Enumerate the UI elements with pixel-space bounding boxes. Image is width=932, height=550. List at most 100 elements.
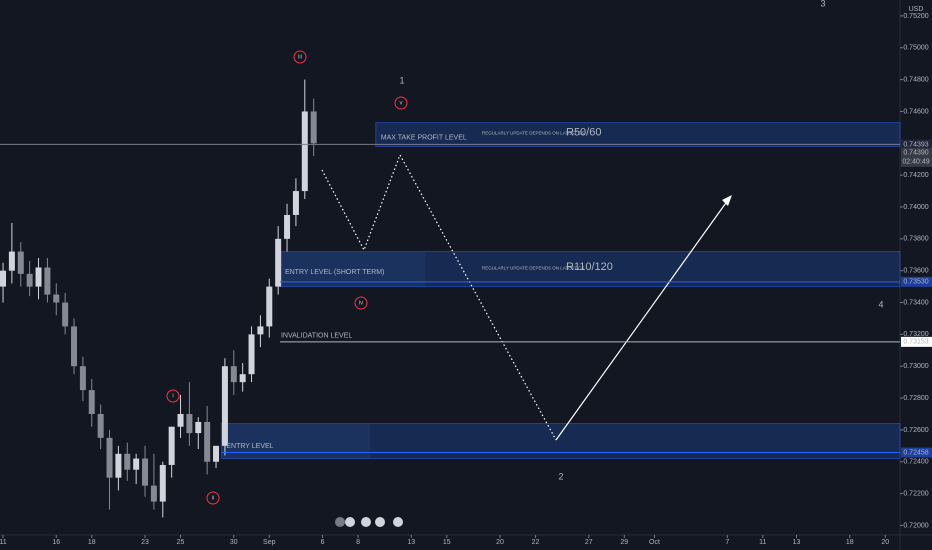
x-tick-label: 7 [725, 539, 729, 546]
wave-label: 3 [820, 0, 825, 8]
x-tick-label: 11 [759, 539, 766, 546]
event-icon [393, 517, 403, 527]
candle-body [106, 437, 113, 478]
currency: USD [909, 6, 924, 13]
y-tick-label: 0.72800 [903, 395, 928, 402]
candle-body [8, 251, 15, 271]
x-tick-label: 6 [321, 539, 325, 546]
candle-body [257, 326, 264, 335]
plot [0, 79, 317, 518]
candle-body [79, 366, 86, 391]
candle-body [124, 453, 131, 470]
countdown: 02:40:49 [902, 159, 929, 166]
candle-body [221, 366, 228, 446]
candle-body [142, 458, 149, 486]
x-tick-label: 20 [496, 539, 504, 546]
candle-body [133, 458, 140, 470]
candle-body [88, 390, 95, 414]
x-tick-label: 22 [532, 539, 540, 546]
y-tick-label: 0.73400 [903, 299, 928, 306]
level-label: 0.73530 [903, 279, 928, 286]
y-tick-label: 0.72200 [903, 490, 928, 497]
wave-label: v [400, 101, 403, 107]
event-icon [345, 517, 355, 527]
candle-body [168, 426, 175, 465]
y-tick-label: 0.72600 [903, 427, 928, 434]
wave-circle [206, 491, 220, 505]
x-tick-label: 13 [407, 539, 415, 546]
candle-body [150, 485, 157, 502]
candle-body [230, 366, 237, 383]
wave-label: 1 [399, 75, 404, 85]
event-icon [361, 517, 371, 527]
candle-body [35, 267, 42, 287]
wave-circle [394, 96, 408, 110]
arrow-head [722, 195, 732, 206]
y-tick-label: 0.74800 [903, 76, 928, 83]
candle-body [53, 294, 60, 303]
candle-body [239, 374, 246, 383]
x-tick-label: 29 [620, 539, 628, 546]
candle-body [186, 413, 193, 434]
countdown-box [901, 156, 932, 167]
candle-body [213, 445, 220, 462]
candle-body [0, 270, 7, 287]
candle-body [284, 214, 291, 239]
zone-label: ENTRY LEVEL (SHORT TERM) [285, 269, 384, 276]
wave-label: ii [212, 496, 215, 502]
x-tick-label: 18 [88, 539, 96, 546]
invalidation-text: INVALIDATION LEVEL [281, 333, 352, 340]
y-tick-label: 0.73200 [903, 331, 928, 338]
candle-body [266, 286, 273, 327]
y-tick-label: 0.75200 [903, 13, 928, 20]
candle-body [301, 111, 308, 192]
candle-body [97, 413, 104, 438]
level-label-box [901, 447, 932, 458]
zone-code: R110/120 [566, 261, 613, 273]
x-tick-label: 13 [793, 539, 801, 546]
x-tick-label: 16 [52, 539, 60, 546]
x-tick-label: 30 [230, 539, 238, 546]
zone-label: ENTRY LEVEL [226, 443, 273, 450]
x-tick-label: 20 [881, 539, 889, 546]
zone-code: R50/60 [566, 126, 601, 138]
event-icons [335, 517, 403, 527]
candle-body [159, 464, 166, 502]
invalidation-label: 0.73153 [903, 339, 928, 346]
candle-body [204, 421, 211, 462]
level-label-box [901, 276, 932, 287]
candle-body [195, 421, 202, 434]
wave-label: iv [359, 301, 363, 307]
candle-body [71, 326, 78, 367]
candle-body [44, 267, 51, 295]
y-tick-label: 0.72400 [903, 459, 928, 466]
current-price: 0.74390 [903, 150, 928, 157]
current-price-box [901, 147, 932, 158]
wave-circle [354, 296, 368, 310]
zone-note: REGULARLY UPDATE DEPENDS ON LATEST CS [482, 265, 584, 270]
candle-body [115, 453, 122, 478]
wave-label: 4 [878, 299, 883, 309]
x-tick-label: 8 [356, 539, 360, 546]
x-tick-label: 27 [585, 539, 593, 546]
zone [375, 122, 901, 147]
level-label-box [901, 139, 932, 150]
projection-path [321, 153, 557, 441]
candle-body [310, 111, 317, 144]
projection-arrow [555, 199, 729, 441]
level-label: 0.72458 [903, 449, 928, 456]
x-tick-label: Sep [263, 539, 276, 546]
wave-circle [166, 389, 180, 403]
x-tick-label: 25 [177, 539, 185, 546]
y-tick-label: 0.72000 [903, 522, 928, 529]
candle-body [17, 251, 24, 274]
wave-circle [293, 50, 307, 64]
zone-shade [222, 424, 370, 459]
x-tick-label: 23 [141, 539, 149, 546]
y-tick-label: 0.73000 [903, 363, 928, 370]
y-tick-label: 0.74000 [903, 204, 928, 211]
y-tick-label: 0.75000 [903, 45, 928, 52]
level-label: 0.74393 [903, 141, 928, 148]
event-icon [335, 517, 345, 527]
